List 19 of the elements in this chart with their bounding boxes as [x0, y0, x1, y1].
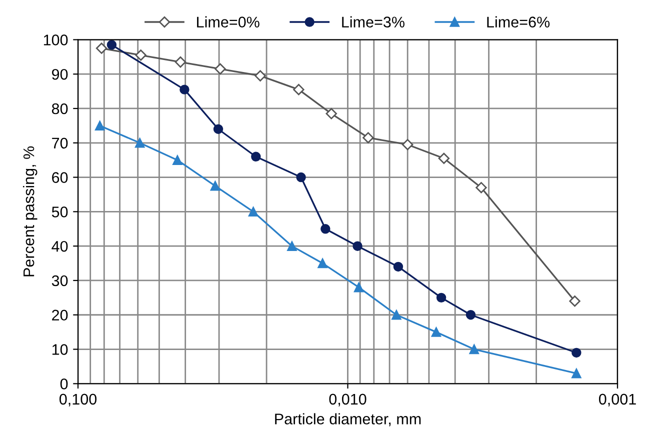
- legend-label: Lime=6%: [487, 16, 550, 28]
- x-tick-label: 0,010: [329, 394, 366, 406]
- y-tick-label: 60: [52, 172, 68, 183]
- y-tick-label: 30: [52, 275, 68, 286]
- y-tick-label: 40: [52, 240, 68, 252]
- y-tick-label: 100: [44, 34, 68, 46]
- y-tick-label: 70: [52, 138, 68, 149]
- y-tick-label: 80: [52, 103, 68, 114]
- y-tick-label: 10: [52, 344, 68, 355]
- y-tick-label: 90: [52, 68, 68, 80]
- x-tick-label: 0,100: [59, 394, 97, 406]
- legend-label: Lime=0%: [197, 16, 260, 28]
- y-tick-label: 50: [52, 206, 68, 218]
- legend-label: Lime=3%: [342, 16, 404, 28]
- y-tick-label: 0: [60, 378, 68, 390]
- y-axis-title: Percent passing, %: [22, 146, 38, 276]
- x-tick-label: 0,001: [598, 394, 636, 406]
- y-tick-label: 20: [52, 310, 68, 321]
- x-axis-title: Particle diameter, mm: [275, 413, 421, 426]
